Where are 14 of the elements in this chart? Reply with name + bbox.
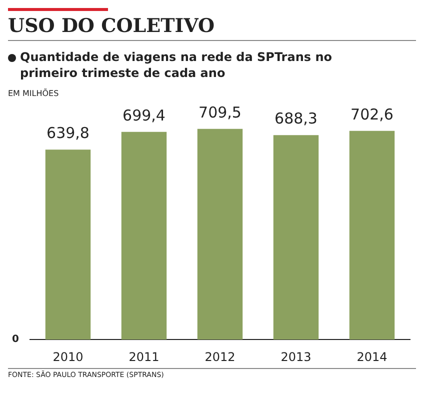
x-tick-label: 2011 (128, 350, 160, 364)
x-tick-label: 2012 (204, 350, 236, 364)
text: 0 (12, 334, 19, 346)
chart-title: USO DO COLETIVO (8, 15, 416, 41)
data-label: 639,8 (46, 124, 90, 142)
x-tick-label: 2014 (356, 350, 388, 364)
chart-subtitle: Quantidade de viagens na rede da SPTrans no primeiro trimeste de cada ano (20, 49, 333, 81)
x-tick-label: 2010 (52, 350, 84, 364)
x-tick-label: 2013 (280, 350, 312, 364)
y-axis-title: EM MILHÕES (8, 89, 60, 98)
data-label: 709,5 (198, 103, 242, 122)
data-label: 699,4 (122, 106, 166, 124)
data-label: 702,6 (350, 105, 394, 124)
data-label: 688,3 (274, 110, 318, 128)
